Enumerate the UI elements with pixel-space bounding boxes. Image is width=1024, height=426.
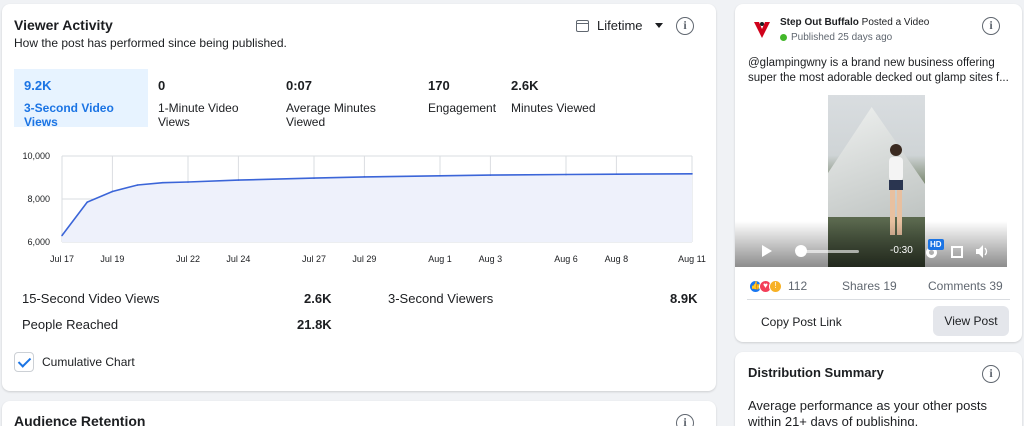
data-point <box>136 184 139 186</box>
y-tick-label: 6,000 <box>27 237 50 247</box>
video-scrubber-handle[interactable] <box>795 245 807 257</box>
metric-tabs: 9.2K 3-Second Video Views 0 1-Minute Vid… <box>14 69 611 129</box>
x-tick-label: Aug 8 <box>605 254 629 264</box>
viewer-activity-card: Viewer Activity How the post has perform… <box>2 4 716 391</box>
audience-retention-card: Audience Retention i <box>2 401 716 426</box>
stat-value: 2.6K <box>304 291 332 306</box>
video-progress-track[interactable] <box>801 250 859 253</box>
page-name[interactable]: Step Out Buffalo <box>780 17 859 28</box>
x-tick-label: Jul 22 <box>176 254 200 264</box>
data-point <box>237 179 240 181</box>
date-range-dropdown[interactable]: Lifetime <box>576 18 663 33</box>
info-icon[interactable]: i <box>676 414 694 426</box>
x-tick-label: Aug 11 <box>678 254 706 264</box>
tab-value: 170 <box>428 78 450 93</box>
wow-reaction-icon: ! <box>769 279 782 293</box>
post-caption: @glampingwny is a brand new business off… <box>748 57 1009 84</box>
tab-engagement[interactable]: 170 Engagement <box>418 69 501 127</box>
tab-label: Engagement <box>428 101 497 115</box>
stat-value: 8.9K <box>670 291 698 306</box>
tab-minutes-viewed[interactable]: 2.6K Minutes Viewed <box>501 69 611 127</box>
data-point <box>162 181 164 184</box>
hd-badge: HD <box>928 239 944 250</box>
tab-value: 9.2K <box>24 78 52 93</box>
cumulative-chart-toggle[interactable]: Cumulative Chart <box>14 352 135 372</box>
y-tick-label: 8,000 <box>27 194 50 204</box>
distribution-summary-title: Distribution Summary <box>748 365 884 380</box>
info-icon[interactable]: i <box>982 365 1000 383</box>
tab-value: 0:07 <box>286 78 313 93</box>
tab-3-second-video-views[interactable]: 9.2K 3-Second Video Views <box>14 69 148 129</box>
x-tick-label: Jul 29 <box>352 254 376 264</box>
data-point <box>489 174 492 176</box>
tab-label: 3-Second Video Views <box>24 101 114 129</box>
page-logo <box>749 16 775 42</box>
video-time-remaining: -0:30 <box>890 245 913 256</box>
video-player[interactable]: -0:30 HD <box>735 95 1022 267</box>
x-tick-label: Jul 24 <box>226 254 250 264</box>
cumulative-label: Cumulative Chart <box>42 355 135 369</box>
distribution-summary-card: Distribution Summary i Average performan… <box>735 352 1022 426</box>
data-point <box>187 181 189 183</box>
x-tick-label: Aug 1 <box>428 254 452 264</box>
fullscreen-icon[interactable] <box>951 246 963 258</box>
x-tick-label: Aug 6 <box>554 254 578 264</box>
stat-label: 3-Second Viewers <box>388 291 494 306</box>
distribution-summary-text: Average performance as your other posts … <box>748 398 987 426</box>
x-tick-label: Jul 19 <box>100 254 124 264</box>
x-tick-label: Jul 27 <box>302 254 326 264</box>
tab-label: 1-Minute Video Views <box>158 101 239 129</box>
cumulative-checkbox[interactable] <box>14 352 34 372</box>
tab-value: 2.6K <box>511 78 539 93</box>
tab-label: Average Minutes Viewed <box>286 101 376 129</box>
audience-retention-title: Audience Retention <box>14 413 146 426</box>
chevron-down-icon <box>654 23 663 28</box>
data-point <box>615 173 618 175</box>
tab-average-minutes-viewed[interactable]: 0:07 Average Minutes Viewed <box>276 69 418 129</box>
publish-status: Published 25 days ago <box>780 32 892 43</box>
reactions-summary[interactable]: 👍 ♥ ! 112 <box>749 279 807 293</box>
stat-label: People Reached <box>22 317 119 332</box>
published-time: Published 25 days ago <box>791 32 893 43</box>
data-point <box>439 174 441 177</box>
divider <box>747 299 1010 300</box>
x-tick-label: Jul 17 <box>50 254 74 264</box>
data-point <box>313 177 315 179</box>
shares-count[interactable]: Shares 19 <box>842 279 897 293</box>
series-line <box>61 173 693 236</box>
copy-post-link-button[interactable]: Copy Post Link <box>761 315 842 329</box>
tab-value: 0 <box>158 78 166 93</box>
post-header: Step Out Buffalo Posted a Video <box>780 17 929 28</box>
x-tick-label: Aug 3 <box>479 254 503 264</box>
play-icon[interactable] <box>762 245 772 257</box>
data-point <box>363 176 366 178</box>
view-post-button[interactable]: View Post <box>933 306 1009 336</box>
y-tick-label: 10,000 <box>22 151 50 161</box>
info-icon[interactable]: i <box>676 17 694 35</box>
tab-1-minute-video-views[interactable]: 0 1-Minute Video Views <box>148 69 276 129</box>
viewer-activity-title: Viewer Activity <box>14 17 113 33</box>
tab-label: Minutes Viewed <box>511 101 596 115</box>
post-action: Posted a Video <box>861 17 930 28</box>
volume-icon[interactable] <box>976 245 988 258</box>
info-icon[interactable]: i <box>982 17 1000 35</box>
post-preview-card: Step Out Buffalo Posted a Video Publishe… <box>735 4 1022 342</box>
video-controls-bar <box>735 221 1007 267</box>
comments-count[interactable]: Comments 39 <box>928 279 1003 293</box>
date-range-label: Lifetime <box>597 18 643 33</box>
calendar-icon <box>576 19 589 32</box>
series-area <box>62 173 692 242</box>
data-point <box>111 190 114 193</box>
stat-value: 21.8K <box>297 317 332 332</box>
viewer-activity-subtitle: How the post has performed since being p… <box>14 36 287 50</box>
data-point <box>86 201 88 204</box>
reaction-count: 112 <box>788 279 808 293</box>
video-thumbnail <box>828 95 925 267</box>
published-dot-icon <box>780 34 787 41</box>
data-point <box>565 173 567 176</box>
data-point <box>61 234 63 237</box>
viewer-activity-chart: 6,000 8,000 10,000 Jul 17 Jul 19 Jul 22 Jul 24… <box>22 151 706 264</box>
data-point <box>691 173 693 175</box>
stat-label: 15-Second Video Views <box>22 291 160 306</box>
